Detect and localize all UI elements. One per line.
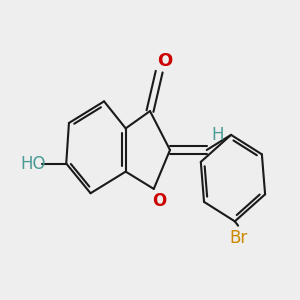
Text: H: H xyxy=(211,126,224,144)
Text: O: O xyxy=(152,192,166,210)
Text: HO: HO xyxy=(20,154,46,172)
Text: O: O xyxy=(157,52,172,70)
Text: Br: Br xyxy=(229,229,247,247)
